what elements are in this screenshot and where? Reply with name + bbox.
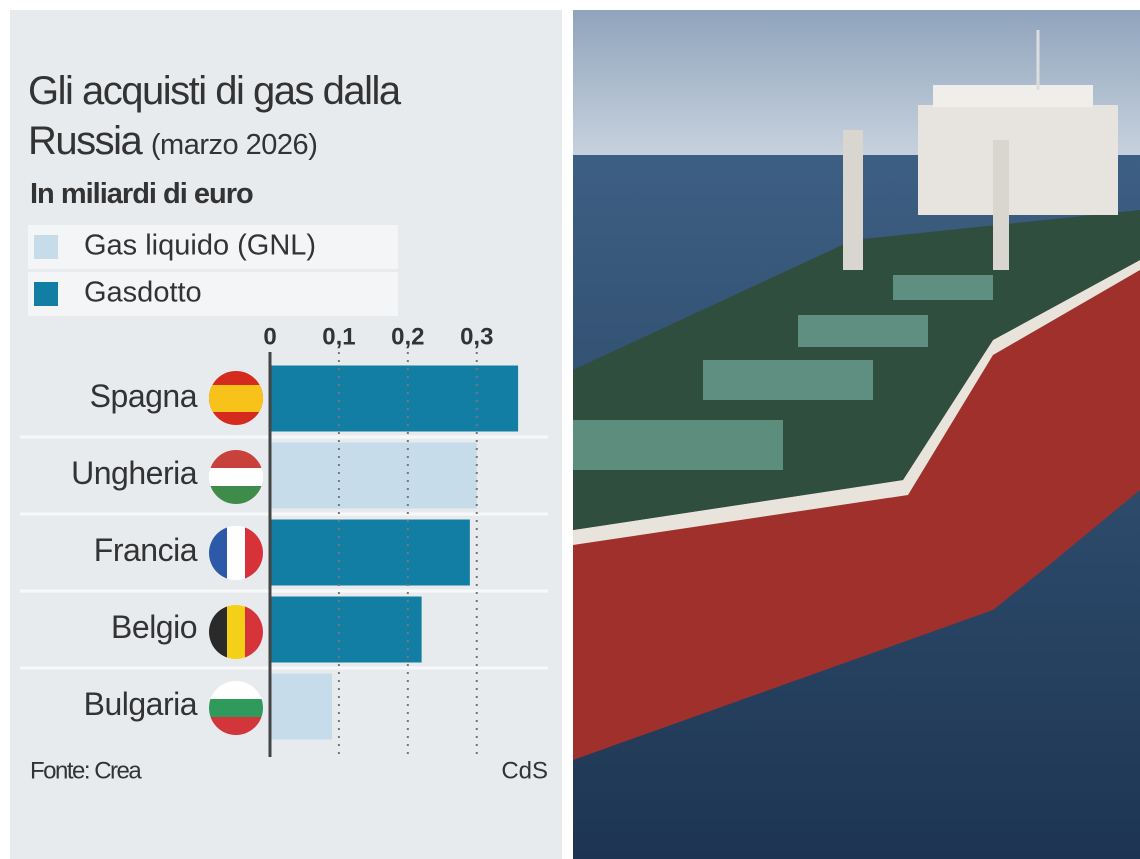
y-tick-label: Belgio <box>111 609 197 645</box>
x-tick-label: 0,2 <box>391 323 424 350</box>
legend-swatch <box>34 282 58 306</box>
x-tick-label: 0,1 <box>322 323 355 350</box>
bar <box>270 366 518 432</box>
chart: Fonte: Crea CdS Gas liquido (GNL) Gasdott… <box>0 0 572 859</box>
photo <box>573 10 1140 859</box>
flag-hungary <box>205 448 267 506</box>
legend-label: Gasdotto <box>84 277 202 309</box>
y-tick-label: Ungheria <box>71 455 198 491</box>
x-tick-label: 0,3 <box>460 323 493 350</box>
legend-swatch <box>34 235 58 259</box>
flag-france <box>205 524 267 584</box>
flag-spain <box>205 368 267 428</box>
bar <box>270 520 470 586</box>
flag-bulgaria <box>205 679 267 737</box>
flag-belgium <box>205 603 267 663</box>
legend-label: Gas liquido (GNL) <box>84 230 316 262</box>
bar <box>270 597 422 663</box>
y-tick-label: Francia <box>94 532 198 568</box>
source: Fonte: Crea <box>30 757 142 784</box>
bar <box>270 443 477 509</box>
y-tick-label: Spagna <box>90 378 198 414</box>
page: Gli acquisti di gas dalla Russia (marzo … <box>0 0 1140 859</box>
bar <box>270 674 332 740</box>
credit: CdS <box>501 757 548 784</box>
x-tick-label: 0 <box>263 323 276 350</box>
y-tick-label: Bulgaria <box>84 686 198 722</box>
